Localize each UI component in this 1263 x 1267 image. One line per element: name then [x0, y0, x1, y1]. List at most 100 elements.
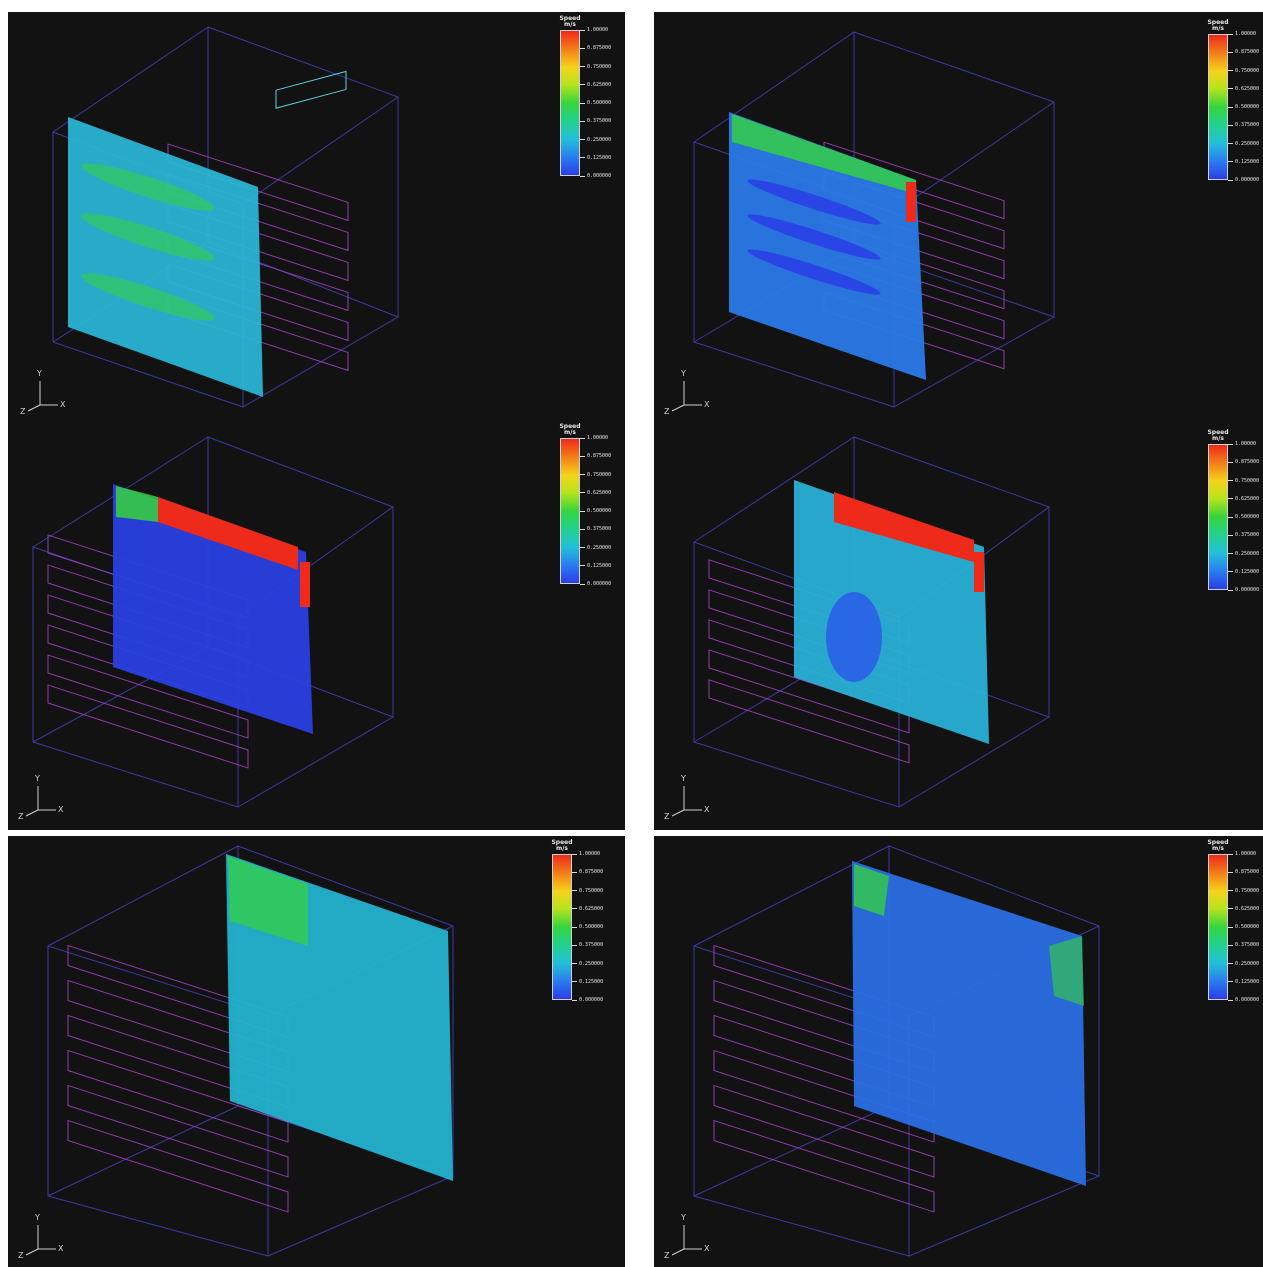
panel-middle-right: Speed m/s 1.00000 0.875000 0.750000 0.625000… [654, 422, 1263, 830]
legend-tick: 0.375000 [1228, 941, 1259, 949]
legend-tick-label: 0.125000 [1235, 568, 1260, 575]
legend-ticks: 1.00000 0.875000 0.750000 0.625000 0.500000 0… [1228, 31, 1263, 183]
legend-tick: 0.500000 [1228, 923, 1259, 931]
legend-tick-mark [580, 175, 585, 177]
legend-title: Speed m/s [1207, 429, 1229, 442]
legend-tick: 0.750000 [580, 63, 611, 71]
legend-title: Speed m/s [1207, 839, 1229, 852]
legend-tick-mark [572, 944, 577, 946]
axes-lines [25, 1225, 56, 1256]
legend-tick-label: 0.625000 [1235, 495, 1260, 502]
z-axis-line [25, 809, 39, 817]
legend-tick-mark [572, 890, 577, 891]
legend-ticks: 1.00000 0.875000 0.750000 0.625000 0.500000 0… [1228, 441, 1263, 593]
legend-tick-mark [580, 528, 585, 530]
legend-title: Speed m/s [559, 15, 581, 28]
legend-tick-mark [1228, 963, 1233, 964]
axes-triad: Y X Z [16, 772, 76, 822]
legend-tick-mark [1228, 124, 1233, 126]
legend-tick: 0.625000 [572, 905, 603, 913]
legend-tick-mark [580, 474, 585, 475]
legend-tick-mark [580, 583, 585, 585]
legend-tick-label: 0.000000 [1235, 177, 1260, 183]
legend-tick-mark [580, 29, 585, 31]
legend-tick-label: 0.750000 [579, 887, 604, 894]
legend-tick: 0.375000 [1228, 531, 1259, 539]
legend-tick: 0.375000 [580, 117, 611, 125]
legend-tick-label: 0.000000 [1235, 997, 1260, 1003]
legend-title: Speed m/s [551, 839, 573, 852]
legend-tick-mark [1228, 890, 1233, 891]
legend-tick: 0.250000 [572, 960, 603, 968]
legend-color-bar [1208, 854, 1228, 1000]
legend-ticks: 1.00000 0.875000 0.750000 0.625000 0.500000 0… [1228, 851, 1263, 1003]
legend-tick-mark [1228, 853, 1233, 855]
legend-tick: 0.000000 [580, 580, 611, 588]
legend-tick-mark [580, 66, 585, 67]
legend-title: Speed m/s [559, 423, 581, 436]
legend-tick-label: 0.000000 [1235, 587, 1260, 593]
axis-label-z: Z [18, 812, 24, 821]
legend-tick-label: 0.625000 [1235, 85, 1260, 92]
axes-triad: Y X Z [662, 1211, 722, 1261]
legend-tick: 0.625000 [580, 81, 611, 89]
legend-tick-mark [1228, 179, 1233, 181]
legend-tick-mark [580, 120, 585, 122]
legend-tick-mark [1228, 571, 1233, 573]
axis-label-y: Y [681, 1213, 686, 1222]
speed-legend: Speed m/s 1.00000 0.875000 0.750000 0.625000… [550, 839, 612, 1004]
legend-tick-label: 0.125000 [1235, 978, 1260, 985]
legend-color-bar [552, 854, 572, 1000]
legend-tick: 0.125000 [1228, 158, 1259, 166]
legend-tick-mark [572, 963, 577, 964]
legend-tick: 0.250000 [1228, 550, 1259, 558]
legend-tick-label: 0.375000 [587, 118, 612, 125]
legend-tick-label: 0.500000 [1235, 514, 1260, 520]
legend-tick: 0.250000 [580, 136, 611, 144]
legend-tick: 0.125000 [580, 154, 611, 162]
legend-tick: 0.375000 [572, 941, 603, 949]
legend-tick-mark [1228, 516, 1233, 518]
legend-tick-mark [572, 853, 577, 855]
speed-legend: Speed m/s 1.00000 0.875000 0.750000 0.625000… [558, 15, 618, 180]
legend-tick-label: 1.00000 [1235, 31, 1257, 37]
legend-tick-label: 0.375000 [579, 942, 604, 949]
z-axis-line [671, 809, 685, 817]
legend-tick-label: 0.250000 [579, 960, 604, 967]
axis-label-x: X [58, 805, 64, 814]
legend-tick-label: 0.625000 [587, 81, 612, 88]
legend-tick-label: 1.00000 [1235, 441, 1257, 447]
legend-tick-label: 0.875000 [587, 45, 612, 52]
panel-middle-left: Speed m/s 1.00000 0.875000 0.750000 0.625000… [8, 422, 625, 830]
axis-label-x: X [704, 805, 710, 814]
axes-lines [27, 381, 58, 412]
legend-tick-mark [1228, 70, 1233, 71]
panel-bottom-right: Speed m/s 1.00000 0.875000 0.750000 0.625000… [654, 836, 1263, 1267]
legend-tick-mark [1228, 106, 1233, 108]
legend-color-bar [1208, 34, 1228, 180]
legend-tick-mark [580, 47, 585, 49]
legend-tick-label: 0.375000 [1235, 122, 1260, 129]
legend-tick-label: 0.000000 [579, 997, 604, 1003]
legend-tick: 1.00000 [1228, 440, 1256, 448]
flow-slice-view [693, 31, 1055, 408]
legend-tick: 0.625000 [1228, 85, 1259, 93]
legend-tick-mark [1228, 553, 1233, 554]
legend-tick: 0.625000 [580, 489, 611, 497]
speed-legend: Speed m/s 1.00000 0.875000 0.750000 0.625000… [558, 423, 620, 588]
legend-tick: 0.000000 [572, 996, 603, 1004]
legend-tick: 0.250000 [1228, 960, 1259, 968]
legend-tick-label: 0.250000 [587, 544, 612, 551]
legend-tick-label: 0.875000 [1235, 49, 1260, 56]
legend-tick: 0.750000 [1228, 67, 1259, 75]
speed-legend: Speed m/s 1.00000 0.875000 0.750000 0.625000… [1206, 839, 1263, 1004]
legend-tick-label: 0.000000 [587, 581, 612, 587]
legend-ticks: 1.00000 0.875000 0.750000 0.625000 0.500000 0… [580, 435, 620, 587]
legend-tick-mark [580, 510, 585, 512]
axes-lines [671, 381, 702, 412]
legend-ticks: 1.00000 0.875000 0.750000 0.625000 0.500000 0… [572, 851, 612, 1003]
legend-tick: 0.875000 [1228, 868, 1259, 876]
flow-slice-view [52, 26, 399, 408]
axis-label-x: X [704, 1244, 710, 1253]
legend-tick-mark [1228, 161, 1233, 163]
